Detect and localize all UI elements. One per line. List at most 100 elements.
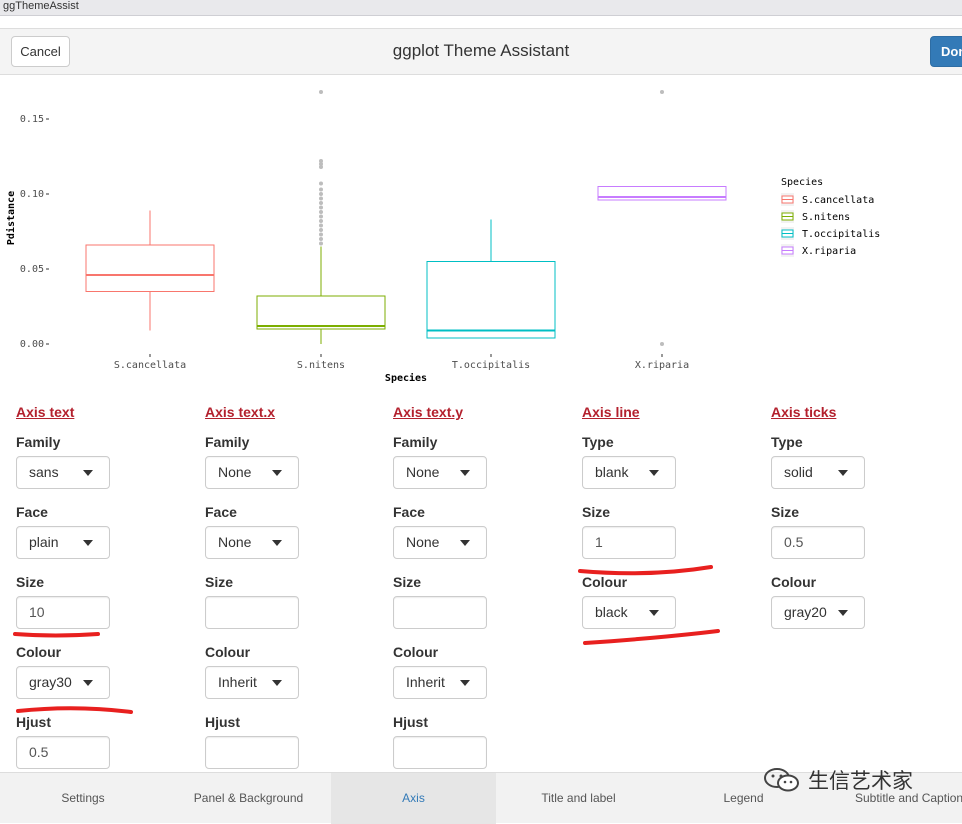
axis-text-x-family-field: Family None — [205, 434, 385, 489]
axis-text-x-hjust-field: Hjust — [205, 714, 385, 769]
legend-title: Species — [781, 177, 823, 188]
done-button[interactable]: Done — [930, 36, 962, 67]
axis-ticks-colour-field: Colour gray20 — [771, 574, 951, 629]
tab-panel-background[interactable]: Panel & Background — [193, 791, 304, 805]
axis-text-x-size-input[interactable] — [205, 596, 299, 629]
axis-text-x-family-select[interactable]: None — [205, 456, 299, 489]
axis-text-x-colour-field: Colour Inherit — [205, 644, 385, 699]
axis-text-y-title: Axis text.y — [393, 404, 464, 420]
outlier-point — [319, 192, 323, 196]
hjust-label: Hjust — [205, 714, 240, 730]
outlier-point — [319, 196, 323, 201]
caret-down-icon — [649, 610, 659, 616]
axis-text-family-select[interactable]: sans — [16, 456, 110, 489]
axis-text-face-select[interactable]: plain — [16, 526, 110, 559]
tab-subtitle-and-caption[interactable]: Subtitle and Caption — [855, 791, 962, 805]
colour-label: Colour — [582, 574, 628, 590]
select-value: None — [406, 534, 440, 550]
caret-down-icon — [272, 470, 282, 476]
type-label: Type — [771, 434, 803, 450]
axis-line-colour-select[interactable]: black — [582, 596, 676, 629]
family-label: Family — [16, 434, 61, 450]
x-tick-label: X.riparia — [635, 360, 689, 371]
select-value: None — [406, 464, 440, 480]
axis-line-size-input[interactable]: 1 — [582, 526, 676, 559]
axis-ticks-size-input[interactable]: 0.5 — [771, 526, 865, 559]
legend: Species S.cancellata S.nitens T.occipitali… — [781, 177, 880, 257]
dialog-title: ggplot Theme Assistant — [392, 41, 570, 60]
select-value: None — [218, 534, 252, 550]
outlier-point — [660, 90, 664, 94]
axis-line-size-field: Size 1 — [582, 504, 762, 559]
select-value: gray30 — [29, 674, 72, 690]
caret-down-icon — [272, 540, 282, 546]
caret-down-icon — [83, 680, 93, 686]
axis-text-y-colour-select[interactable]: Inherit — [393, 666, 487, 699]
axis-text-y-size-input[interactable] — [393, 596, 487, 629]
axis-ticks-type-select[interactable]: solid — [771, 456, 865, 489]
axis-text-y-face-select[interactable]: None — [393, 526, 487, 559]
tab-axis[interactable]: Axis — [331, 773, 496, 824]
size-label: Size — [582, 504, 611, 520]
select-value: Inherit — [406, 674, 445, 690]
tab-legend[interactable]: Legend — [723, 791, 764, 805]
axis-text-hjust-input[interactable]: 0.5 — [16, 736, 110, 769]
axis-text-face-field: Face plain — [16, 504, 196, 559]
outlier-point — [319, 201, 323, 205]
y-tick-label: 0.15 — [20, 114, 44, 125]
axis-ticks-colour-select[interactable]: gray20 — [771, 596, 865, 629]
axis-text-x-size-field: Size — [205, 574, 385, 629]
axis-text-x-face-field: Face None — [205, 504, 385, 559]
outlier-point — [319, 214, 323, 219]
select-value: Inherit — [218, 674, 257, 690]
family-label: Family — [205, 434, 250, 450]
axis-text-y-family-select[interactable]: None — [393, 456, 487, 489]
outlier-point — [319, 228, 323, 232]
boxplot-chart: 0.00 0.05 0.10 0.15 S.cancellata S.nitens T.o… — [5, 90, 880, 384]
axis-text-colour-field: Colour gray30 — [16, 644, 196, 699]
watermark: 生信艺术家 — [762, 766, 913, 794]
wechat-icon — [764, 768, 799, 792]
axis-text-size-input[interactable]: 10 — [16, 596, 110, 629]
legend-label: S.nitens — [802, 212, 850, 223]
size-label: Size — [771, 504, 800, 520]
axis-text-y-hjust-input[interactable] — [393, 736, 487, 769]
size-label: Size — [393, 574, 422, 590]
outlier-point — [319, 90, 323, 94]
axis-line-type-select[interactable]: blank — [582, 456, 676, 489]
hjust-label: Hjust — [16, 714, 51, 730]
axis-text-x-face-select[interactable]: None — [205, 526, 299, 559]
hjust-label: Hjust — [393, 714, 428, 730]
select-value: None — [218, 464, 252, 480]
watermark-text: 生信艺术家 — [808, 769, 913, 793]
axis-text-title: Axis text — [16, 404, 75, 420]
window-titlebar: ggThemeAssist — [0, 0, 962, 16]
axis-text-x-hjust-input[interactable] — [205, 736, 299, 769]
y-tick-label: 0.10 — [20, 189, 44, 200]
axis-ticks-title: Axis ticks — [771, 404, 837, 420]
x-axis-title: Species — [385, 372, 427, 384]
axis-settings-panel: Axis text Family sans Face plain Size 10… — [0, 398, 962, 772]
colour-label: Colour — [771, 574, 817, 590]
outlier-point — [319, 165, 323, 169]
cancel-button[interactable]: Cancel — [11, 36, 70, 67]
size-label: Size — [16, 574, 45, 590]
outlier-point — [319, 159, 323, 163]
outlier-point — [319, 232, 323, 237]
colour-label: Colour — [205, 644, 251, 660]
face-label: Face — [393, 504, 425, 520]
axis-ticks-size-field: Size 0.5 — [771, 504, 951, 559]
face-label: Face — [205, 504, 237, 520]
outlier-point — [319, 241, 323, 246]
tab-settings[interactable]: Settings — [61, 791, 105, 805]
select-value: blank — [595, 464, 629, 480]
colour-label: Colour — [393, 644, 439, 660]
select-value: solid — [784, 464, 813, 480]
axis-text-x-colour-select[interactable]: Inherit — [205, 666, 299, 699]
legend-label: T.occipitalis — [802, 229, 880, 240]
outlier-point — [319, 219, 323, 223]
axis-text-colour-select[interactable]: gray30 — [16, 666, 110, 699]
tab-title-and-label[interactable]: Title and label — [541, 791, 616, 805]
caret-down-icon — [838, 470, 848, 476]
caret-down-icon — [272, 680, 282, 686]
